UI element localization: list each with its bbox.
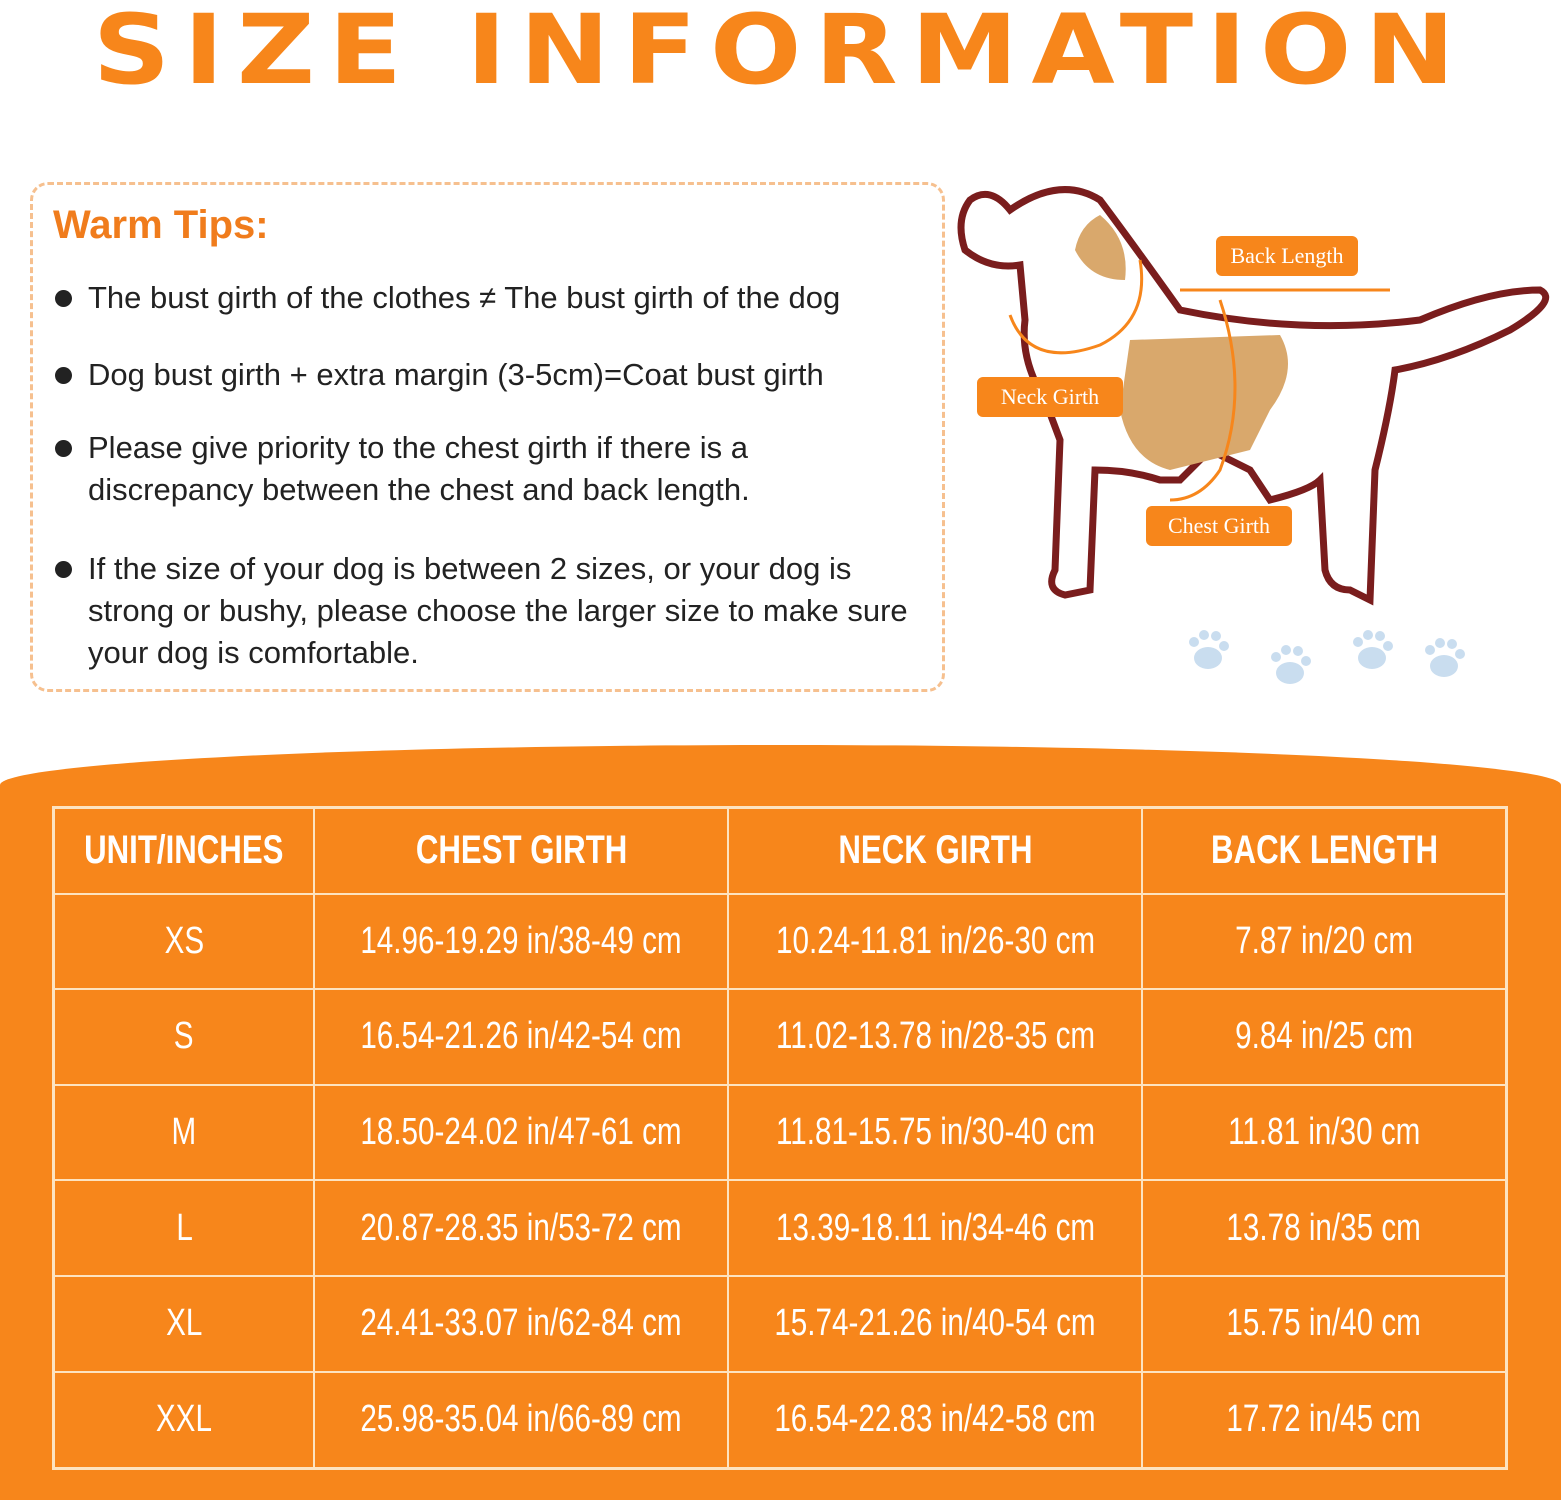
cell-back-length: 9.84 in/25 cm (1141, 988, 1508, 1086)
dog-illustration (957, 186, 1550, 606)
neck-girth-arrow (1008, 259, 1144, 355)
tips-heading: Warm Tips: (53, 203, 269, 247)
table-row: XL 24.41-33.07 in/62-84 cm 15.74-21.26 in/… (52, 1275, 1508, 1373)
dog-measurement-diagram: Back Length Neck Girth Chest Girth (957, 186, 1550, 684)
header-chest-girth: CHEST GIRTH (313, 806, 730, 895)
cell-back-length: 7.87 in/20 cm (1141, 892, 1508, 991)
cell-size: XS (52, 892, 316, 991)
table-row: S 16.54-21.26 in/42-54 cm 11.02-13.78 in/2… (52, 988, 1508, 1086)
cell-neck-girth: 11.02-13.78 in/28-35 cm (727, 988, 1144, 1086)
cell-chest-girth: 24.41-33.07 in/62-84 cm (313, 1275, 730, 1373)
cell-size: XL (52, 1275, 316, 1373)
table-row: XXL 25.98-35.04 in/66-89 cm 16.54-22.83 in… (52, 1370, 1508, 1470)
cell-size: M (52, 1083, 316, 1182)
tip-item: The bust girth of the clothes ≠ The bust… (55, 277, 938, 319)
header-unit: UNIT/INCHES (52, 806, 316, 895)
cell-neck-girth: 10.24-11.81 in/26-30 cm (727, 892, 1144, 991)
chest-girth-arrow (1169, 299, 1237, 502)
page-title: SIZE INFORMATION (92, 0, 1469, 106)
cell-chest-girth: 18.50-24.02 in/47-61 cm (313, 1083, 730, 1182)
cell-neck-girth: 13.39-18.11 in/34-46 cm (727, 1179, 1144, 1278)
warm-tips-box: Warm Tips: The bust girth of the clothes… (30, 182, 945, 692)
table-row: M 18.50-24.02 in/47-61 cm 11.81-15.75 in/3… (52, 1083, 1508, 1182)
cell-back-length: 17.72 in/45 cm (1141, 1370, 1508, 1470)
paw-print-icons (1189, 630, 1465, 684)
cell-back-length: 11.81 in/30 cm (1141, 1083, 1508, 1182)
header-neck-girth: NECK GIRTH (727, 806, 1144, 895)
table-header-row: UNIT/INCHES CHEST GIRTH NECK GIRTH BACK … (52, 806, 1508, 895)
cell-size: S (52, 988, 316, 1086)
cell-chest-girth: 20.87-28.35 in/53-72 cm (313, 1179, 730, 1278)
cell-neck-girth: 11.81-15.75 in/30-40 cm (727, 1083, 1144, 1182)
tip-item: Dog bust girth + extra margin (3-5cm)=Co… (55, 354, 938, 396)
cell-chest-girth: 14.96-19.29 in/38-49 cm (313, 892, 730, 991)
neck-girth-label: Neck Girth (1001, 384, 1099, 409)
cell-neck-girth: 15.74-21.26 in/40-54 cm (727, 1275, 1144, 1373)
cell-chest-girth: 25.98-35.04 in/66-89 cm (313, 1370, 730, 1470)
cell-back-length: 13.78 in/35 cm (1141, 1179, 1508, 1278)
tip-item: If the size of your dog is between 2 siz… (55, 548, 918, 674)
cell-size: L (52, 1179, 316, 1278)
cell-back-length: 15.75 in/40 cm (1141, 1275, 1508, 1373)
table-row: XS 14.96-19.29 in/38-49 cm 10.24-11.81 in/… (52, 892, 1508, 991)
chest-girth-label: Chest Girth (1168, 513, 1270, 538)
cell-chest-girth: 16.54-21.26 in/42-54 cm (313, 988, 730, 1086)
cell-neck-girth: 16.54-22.83 in/42-58 cm (727, 1370, 1144, 1470)
cell-size: XXL (52, 1370, 316, 1470)
table-row: L 20.87-28.35 in/53-72 cm 13.39-18.11 in/3… (52, 1179, 1508, 1278)
tip-item: Please give priority to the chest girth … (55, 427, 858, 511)
back-length-label: Back Length (1230, 243, 1343, 268)
header-back-length: BACK LENGTH (1141, 806, 1508, 895)
size-table: UNIT/INCHES CHEST GIRTH NECK GIRTH BACK … (52, 806, 1508, 1470)
